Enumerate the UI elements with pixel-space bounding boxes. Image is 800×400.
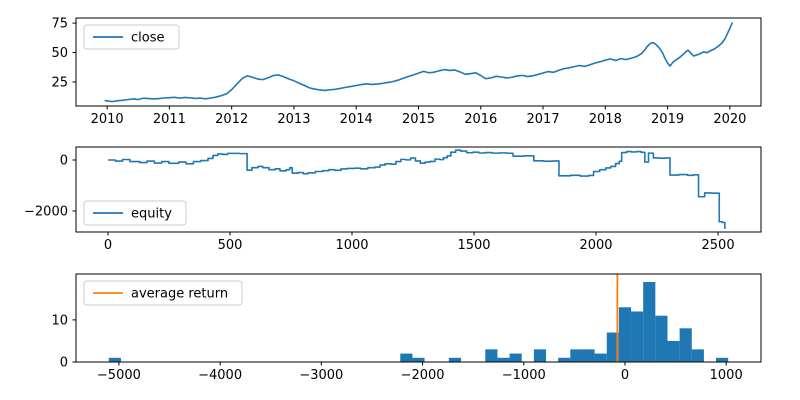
histogram-bar bbox=[667, 340, 680, 362]
x-tick-label: −1000 bbox=[502, 368, 546, 383]
histogram-bar bbox=[655, 315, 668, 362]
x-tick-label: 0 bbox=[104, 238, 112, 253]
close-line bbox=[104, 22, 734, 103]
histogram-bar bbox=[448, 357, 462, 362]
y-tick-label: 75 bbox=[51, 17, 68, 32]
axes-frame bbox=[75, 273, 762, 363]
x-tick-label: 2018 bbox=[589, 112, 622, 127]
x-tick-label: 2011 bbox=[153, 112, 186, 127]
x-tick-label: 0 bbox=[621, 368, 629, 383]
histogram-bar bbox=[108, 357, 121, 362]
legend-box bbox=[83, 280, 243, 306]
x-tick-label: 2000 bbox=[579, 238, 612, 253]
histogram-bar bbox=[412, 357, 425, 362]
histogram-bar bbox=[691, 349, 704, 362]
equity-legend: equity bbox=[83, 200, 187, 226]
histogram-bar bbox=[570, 349, 583, 362]
x-tick-label: 2019 bbox=[651, 112, 684, 127]
y-tick-label: 0 bbox=[60, 154, 68, 169]
histogram-bar bbox=[594, 353, 607, 362]
histogram-bar bbox=[618, 307, 632, 362]
histogram-bar bbox=[533, 349, 547, 362]
legend-box bbox=[83, 24, 180, 50]
y-tick-label: 25 bbox=[51, 75, 68, 90]
y-tick-label: 50 bbox=[51, 46, 68, 61]
y-tick-label: 10 bbox=[51, 313, 68, 328]
histogram-bar bbox=[558, 357, 571, 362]
histogram-bar bbox=[631, 311, 644, 362]
equity-chart: 0 500 1000 1500 2000 2500 −2000 0 equity bbox=[24, 146, 762, 253]
histogram-bar bbox=[485, 349, 498, 362]
x-tick-label: 2017 bbox=[527, 112, 560, 127]
returns_histogram-chart: −5000 −4000 −3000 −2000 −1000 0 1000 0 10 average… bbox=[51, 273, 762, 383]
histogram-bar bbox=[400, 353, 413, 362]
x-tick-label: 500 bbox=[218, 238, 243, 253]
x-tick-label: 2012 bbox=[215, 112, 248, 127]
returns_histogram-legend: average return bbox=[83, 280, 243, 306]
x-tick-label: −2000 bbox=[401, 368, 445, 383]
x-tick-label: 2020 bbox=[713, 112, 746, 127]
histogram-bar bbox=[716, 357, 729, 362]
y-tick-label: 0 bbox=[60, 356, 68, 371]
x-tick-label: 2014 bbox=[340, 112, 373, 127]
x-tick-label: 2013 bbox=[277, 112, 310, 127]
x-tick-label: −3000 bbox=[299, 368, 343, 383]
x-tick-label: 2500 bbox=[702, 238, 735, 253]
x-tick-label: −5000 bbox=[97, 368, 141, 383]
close-chart: 2010 2011 2012 2013 2014 2015 2016 2017 2018 2019… bbox=[51, 17, 762, 127]
legend-box bbox=[83, 200, 187, 226]
y-tick-label: −2000 bbox=[24, 205, 68, 220]
x-tick-label: 2010 bbox=[91, 112, 124, 127]
axes-frame bbox=[75, 146, 762, 233]
equity-line bbox=[107, 149, 726, 229]
histogram-bar bbox=[679, 328, 692, 362]
legend-label: average return bbox=[131, 287, 228, 302]
legend-label: equity bbox=[131, 207, 172, 222]
x-tick-label: 1000 bbox=[335, 238, 368, 253]
x-tick-label: 2016 bbox=[464, 112, 497, 127]
x-tick-label: 2015 bbox=[402, 112, 435, 127]
histogram-bar bbox=[509, 353, 522, 362]
close-legend: close bbox=[83, 24, 180, 50]
legend-label: close bbox=[131, 31, 164, 46]
histogram-bar bbox=[582, 349, 595, 362]
histogram-bar bbox=[497, 357, 510, 362]
histogram-bar bbox=[606, 332, 619, 362]
x-tick-label: −4000 bbox=[198, 368, 242, 383]
histogram-bar bbox=[643, 282, 656, 362]
x-tick-label: 1500 bbox=[457, 238, 490, 253]
x-tick-label: 1000 bbox=[710, 368, 743, 383]
